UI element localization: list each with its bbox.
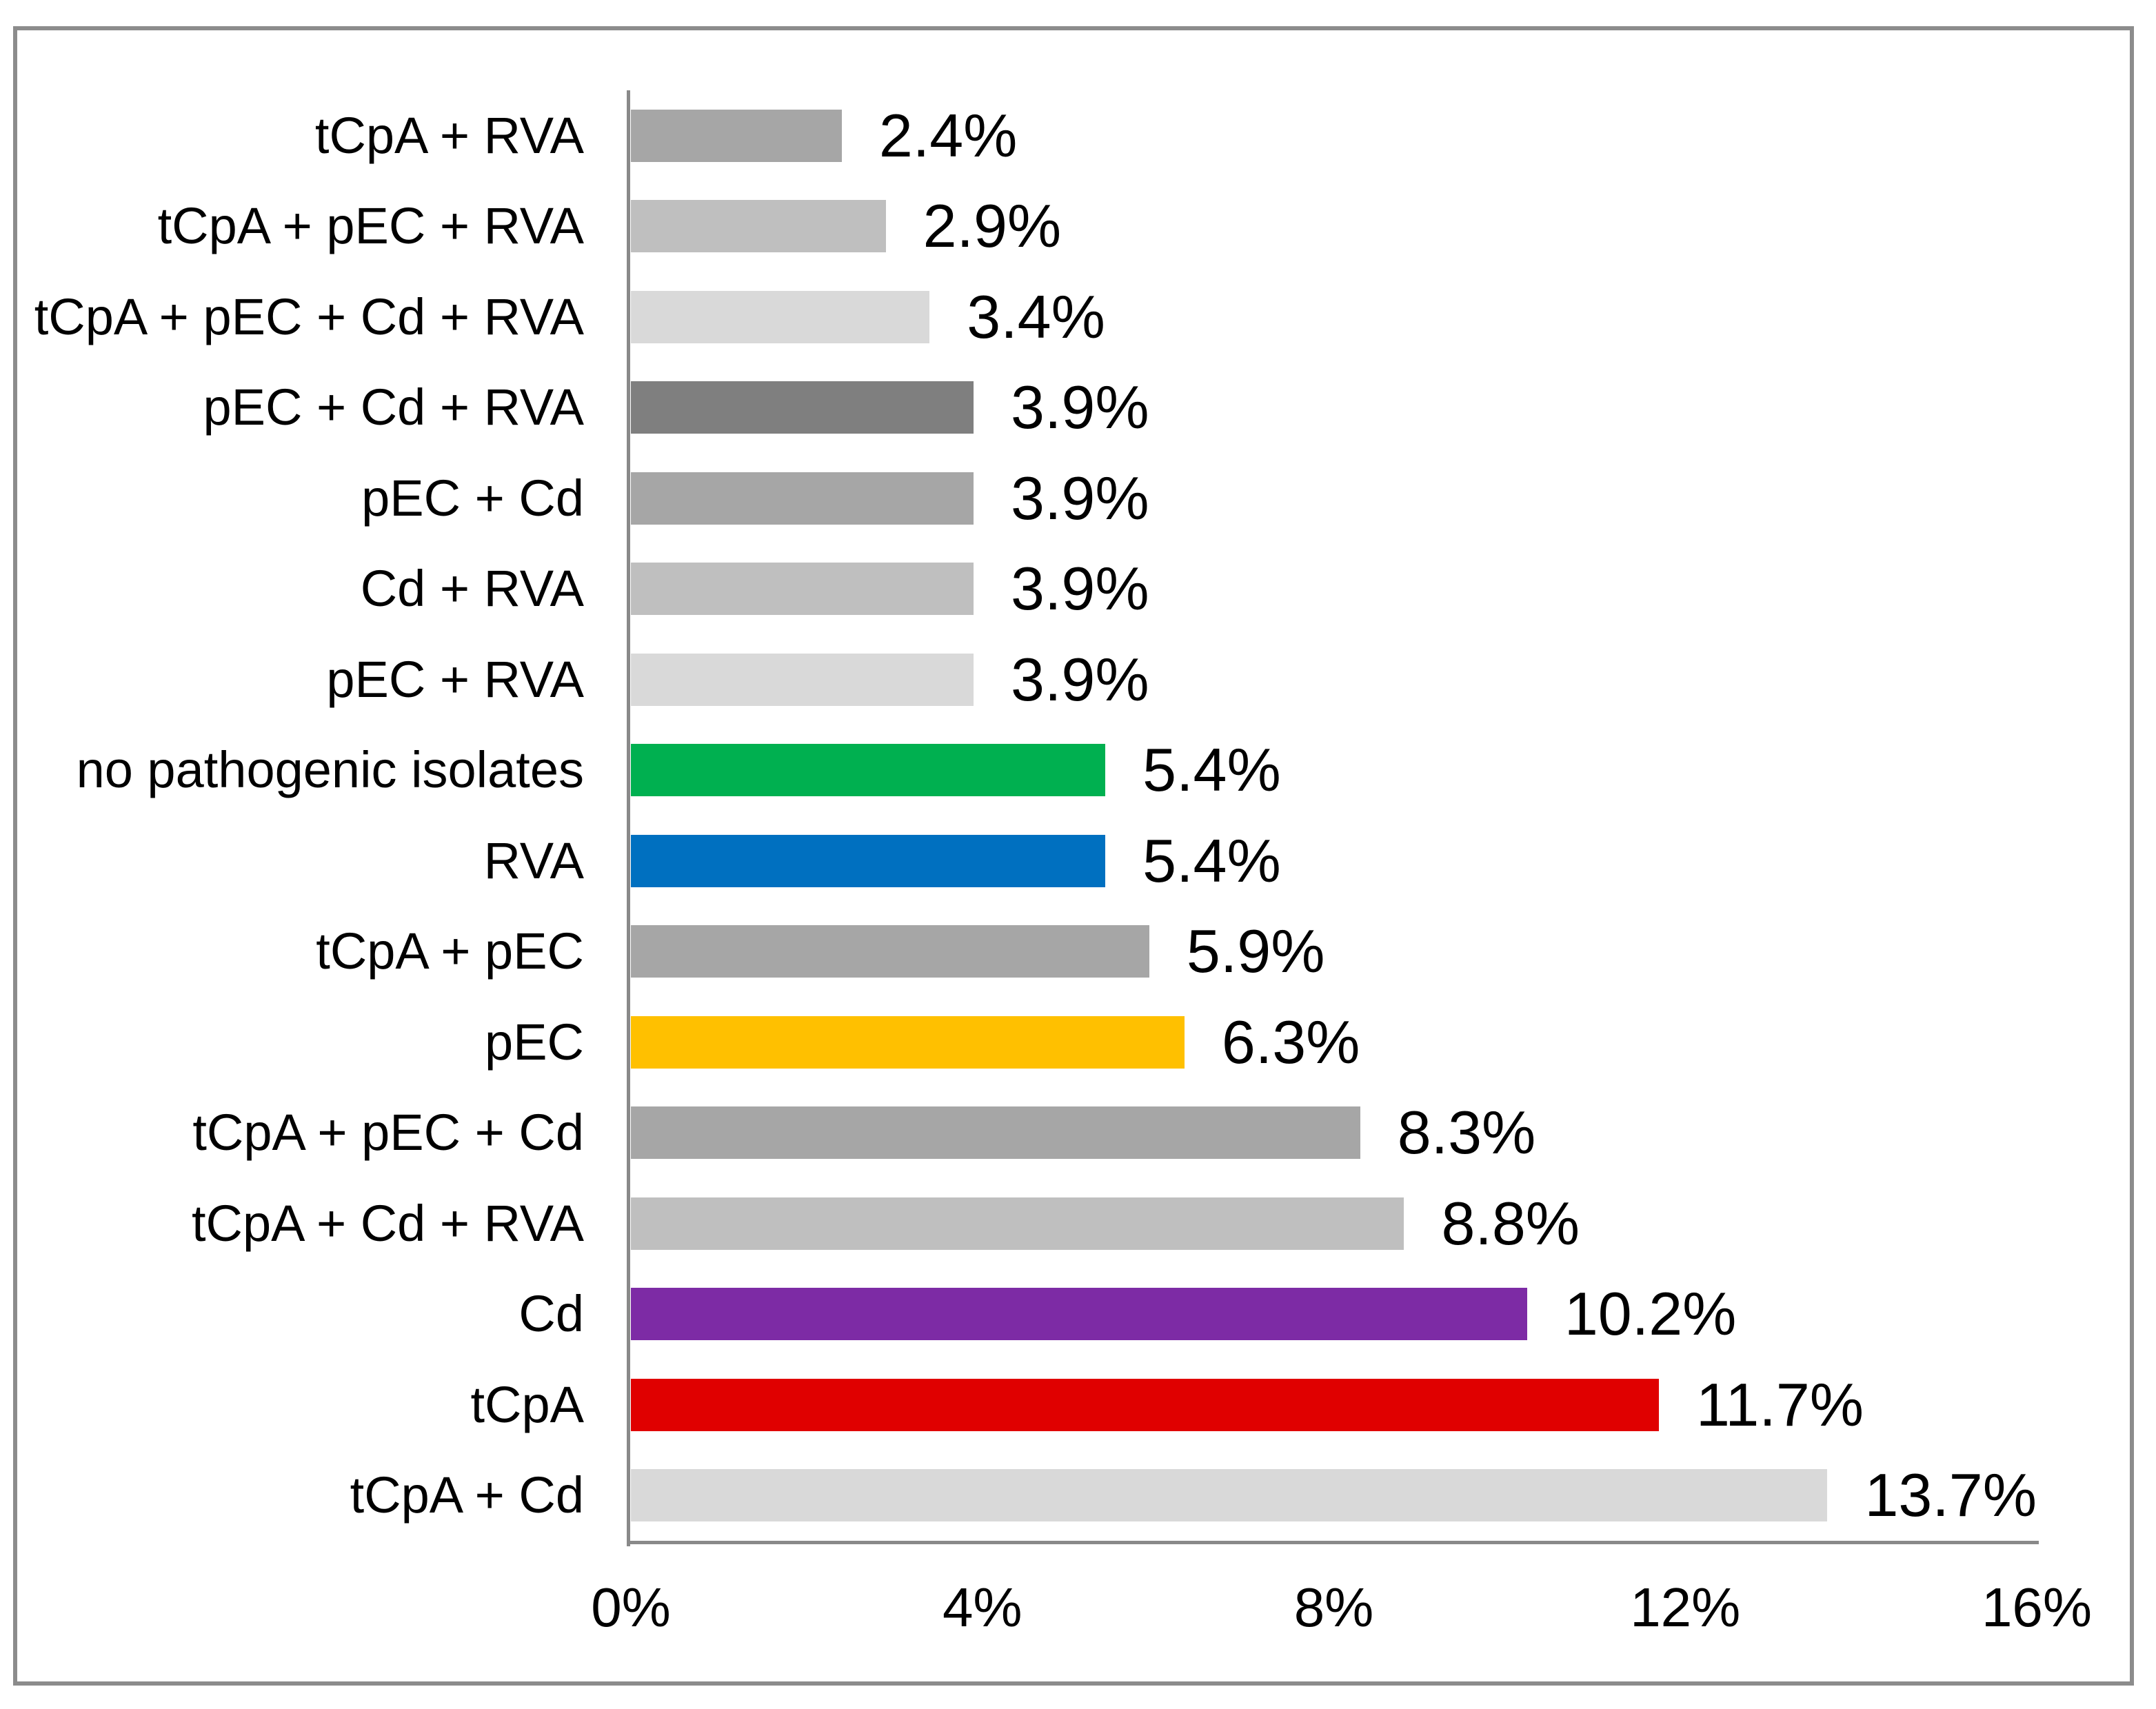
bar	[631, 834, 1106, 887]
chart-row: no pathogenic isolates 5.4%	[17, 725, 2037, 816]
bar	[631, 653, 974, 706]
value-label: 3.9%	[1011, 463, 1149, 532]
category-label: Cd	[518, 1285, 584, 1343]
category-label: pEC + Cd + RVA	[203, 378, 584, 436]
x-axis-tick-label: 0%	[591, 1577, 671, 1638]
category-label: tCpA + pEC	[316, 922, 584, 980]
bar-track: 8.8%	[631, 1178, 2037, 1269]
x-axis-line	[627, 1541, 2039, 1544]
chart-frame: tCpA + RVA 2.4% tCpA + pEC + RVA 2.9% tCpA +…	[13, 26, 2134, 1686]
category-label: tCpA + Cd + RVA	[191, 1194, 584, 1252]
x-axis-tick-label: 16%	[1981, 1577, 2093, 1638]
value-label: 3.4%	[967, 282, 1105, 351]
bar-track: 6.3%	[631, 997, 2037, 1088]
bar	[631, 290, 930, 343]
category-label: pEC + Cd	[361, 469, 584, 527]
chart-row: pEC + Cd 3.9%	[17, 453, 2037, 544]
bar-track: 3.4%	[631, 272, 2037, 363]
bar	[631, 381, 974, 434]
bar	[631, 1288, 1527, 1341]
chart-row: pEC + RVA 3.9%	[17, 634, 2037, 725]
value-label: 8.8%	[1441, 1189, 1580, 1257]
category-label: tCpA + RVA	[314, 106, 584, 164]
bar-track: 2.4%	[631, 90, 2037, 181]
bar-track: 5.4%	[631, 725, 2037, 816]
chart-row: Cd + RVA 3.9%	[17, 544, 2037, 635]
bar	[631, 925, 1149, 978]
value-label: 13.7%	[1864, 1461, 2037, 1530]
chart-row: tCpA + RVA 2.4%	[17, 90, 2037, 181]
category-label: pEC	[485, 1013, 584, 1071]
chart-row: tCpA + pEC + Cd + RVA 3.4%	[17, 272, 2037, 363]
bar	[631, 1015, 1185, 1069]
y-axis-line	[627, 90, 630, 1546]
bar-track: 3.9%	[631, 453, 2037, 544]
bar-track: 3.9%	[631, 634, 2037, 725]
bar	[631, 1378, 1660, 1431]
bar	[631, 563, 974, 616]
category-label: tCpA + pEC + Cd + RVA	[34, 287, 584, 345]
bar-track: 10.2%	[631, 1269, 2037, 1360]
value-label: 2.9%	[923, 192, 1062, 261]
chart-row: tCpA 11.7%	[17, 1359, 2037, 1450]
bar-track: 5.9%	[631, 907, 2037, 998]
bar	[631, 1106, 1360, 1160]
bar	[631, 109, 842, 162]
bar-track: 3.9%	[631, 363, 2037, 454]
bar-track: 8.3%	[631, 1088, 2037, 1179]
bar	[631, 744, 1106, 797]
value-label: 11.7%	[1696, 1370, 1864, 1439]
value-label: 6.3%	[1221, 1007, 1360, 1076]
bar	[631, 1469, 1828, 1522]
value-label: 3.9%	[1011, 554, 1149, 623]
value-label: 10.2%	[1564, 1280, 1737, 1348]
value-label: 3.9%	[1011, 373, 1149, 442]
category-label: tCpA + pEC + RVA	[157, 197, 584, 255]
bar-track: 3.9%	[631, 544, 2037, 635]
chart-row: tCpA + Cd 13.7%	[17, 1450, 2037, 1541]
category-label: no pathogenic isolates	[76, 741, 584, 799]
x-axis-tick-label: 8%	[1293, 1577, 1374, 1638]
category-label: RVA	[483, 831, 584, 889]
value-label: 3.9%	[1011, 645, 1149, 714]
bar-track: 5.4%	[631, 816, 2037, 907]
chart-row: tCpA + pEC + RVA 2.9%	[17, 181, 2037, 272]
chart-row: Cd 10.2%	[17, 1269, 2037, 1360]
value-label: 5.9%	[1186, 917, 1325, 986]
category-label: pEC + RVA	[326, 650, 584, 708]
chart-row: RVA 5.4%	[17, 816, 2037, 907]
value-label: 8.3%	[1397, 1098, 1536, 1167]
x-axis-tick-label: 12%	[1630, 1577, 1741, 1638]
chart-row: pEC + Cd + RVA 3.9%	[17, 363, 2037, 454]
bar	[631, 200, 886, 253]
value-label: 5.4%	[1142, 736, 1281, 805]
category-label: tCpA + Cd	[350, 1466, 584, 1524]
x-axis-tick-label: 4%	[942, 1577, 1022, 1638]
bar-track: 11.7%	[631, 1359, 2037, 1450]
bar-track: 13.7%	[631, 1450, 2037, 1541]
bar-chart: tCpA + RVA 2.4% tCpA + pEC + RVA 2.9% tCpA +…	[17, 90, 2037, 1541]
value-label: 2.4%	[878, 101, 1018, 170]
bar-track: 2.9%	[631, 181, 2037, 272]
chart-row: tCpA + Cd + RVA 8.8%	[17, 1178, 2037, 1269]
category-label: Cd + RVA	[360, 560, 584, 618]
category-label: tCpA	[470, 1375, 584, 1433]
bar	[631, 1197, 1404, 1250]
category-label: tCpA + pEC + Cd	[192, 1104, 584, 1162]
chart-row: pEC 6.3%	[17, 997, 2037, 1088]
chart-row: tCpA + pEC + Cd 8.3%	[17, 1088, 2037, 1179]
bar	[631, 472, 974, 525]
value-label: 5.4%	[1142, 826, 1281, 895]
chart-row: tCpA + pEC 5.9%	[17, 907, 2037, 998]
